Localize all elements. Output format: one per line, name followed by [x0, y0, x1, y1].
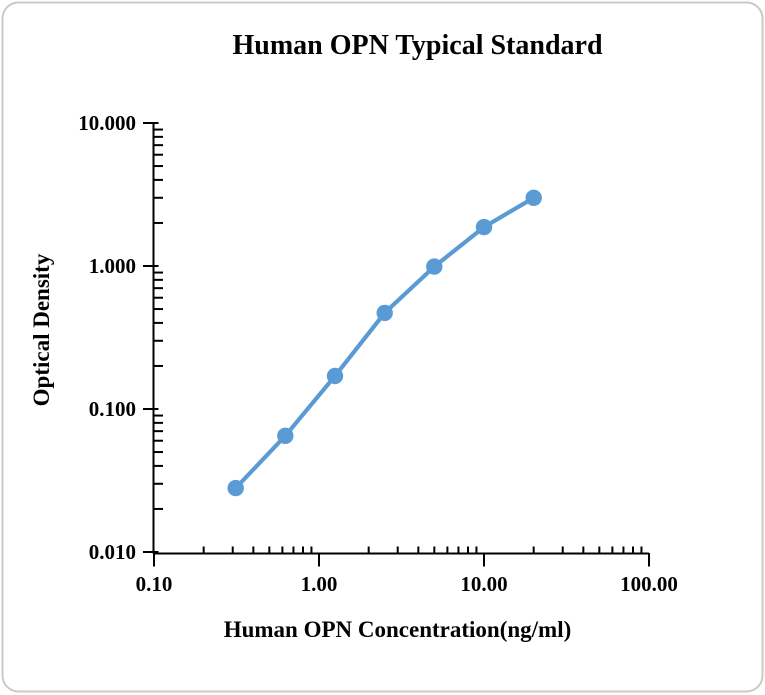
data-point-marker: [376, 304, 393, 322]
x-tick-label: 1.00: [301, 572, 338, 596]
x-axis-title: Human OPN Concentration(ng/ml): [223, 617, 572, 642]
chart-title: Human OPN Typical Standard: [232, 30, 603, 61]
series-layer: [227, 189, 542, 497]
y-tick-label: 1.000: [89, 254, 136, 278]
y-tick-label: 0.010: [89, 540, 136, 564]
data-point-marker: [326, 367, 344, 385]
x-tick-label: 10.00: [460, 572, 507, 596]
y-tick-label: 0.100: [89, 397, 136, 421]
axes: [143, 122, 650, 567]
data-point-marker: [475, 218, 493, 236]
data-point-marker: [277, 427, 294, 444]
data-point-marker: [227, 479, 244, 497]
x-tick-label: 100.00: [620, 572, 678, 596]
x-tick-label: 0.10: [136, 572, 173, 596]
y-tick-label: 10.000: [78, 111, 136, 135]
data-point-marker: [426, 258, 443, 275]
data-point-marker: [525, 189, 542, 206]
standard-curve-line: [233, 195, 536, 491]
